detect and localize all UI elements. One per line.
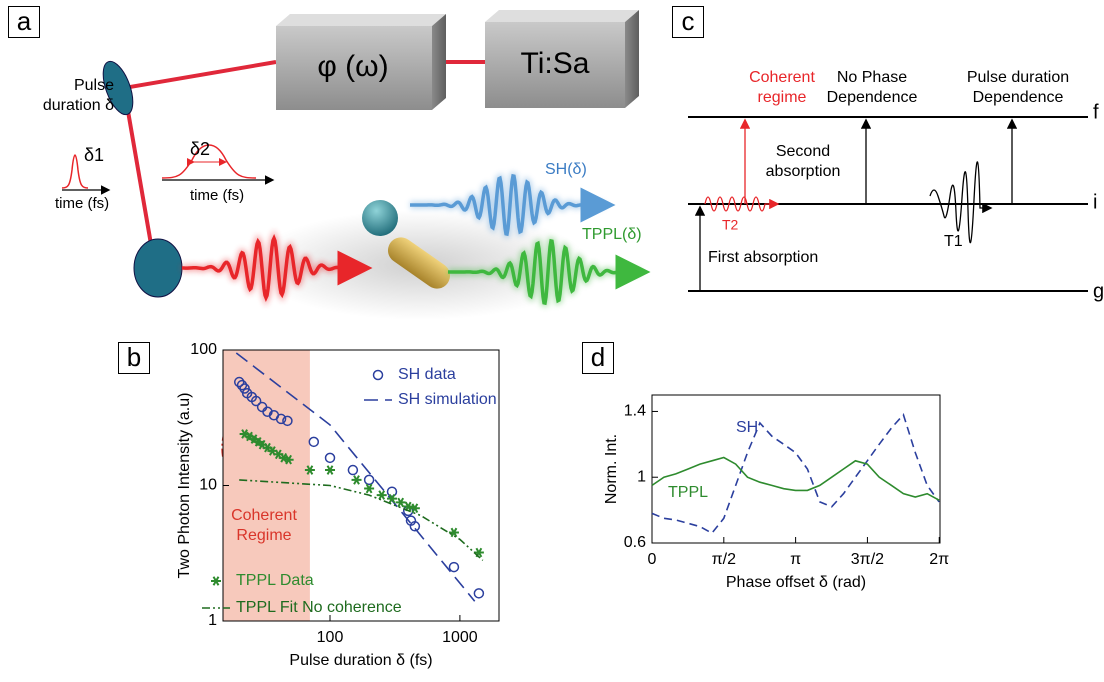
x-tick-label: 100 bbox=[317, 629, 344, 646]
x-axis-label: Pulse duration δ (fs) bbox=[289, 652, 432, 669]
legend-label: TPPL Data bbox=[236, 572, 314, 589]
panel-label: d bbox=[582, 342, 614, 374]
box-label: φ (ω) bbox=[317, 50, 388, 83]
x-tick-label: π/2 bbox=[712, 551, 736, 568]
legend-marker bbox=[211, 577, 221, 586]
relaxation-wave bbox=[930, 162, 990, 243]
legend-marker bbox=[374, 371, 383, 380]
data-point bbox=[348, 466, 357, 475]
regime-label: Coherent regime bbox=[742, 68, 822, 108]
legend-label: SH simulation bbox=[398, 391, 497, 408]
data-point bbox=[449, 528, 459, 537]
panel-label: a bbox=[8, 6, 40, 38]
plot-frame bbox=[652, 395, 940, 543]
box-side bbox=[432, 14, 446, 110]
time-label: T2 bbox=[722, 217, 739, 233]
y-axis-label: Two Photon Intensity (a.u) bbox=[176, 393, 193, 579]
x-tick-label: 2π bbox=[929, 551, 949, 568]
x-tick-label: 0 bbox=[648, 551, 657, 568]
figure-canvas: 1001000110100Pulse duration δ (fs)Two Ph… bbox=[0, 0, 1104, 682]
data-point bbox=[377, 491, 387, 500]
level-label: g bbox=[1093, 280, 1104, 302]
data-point bbox=[410, 504, 420, 513]
regime-label: Pulse duration Dependence bbox=[948, 68, 1088, 108]
axis-label: time (fs) bbox=[190, 187, 244, 204]
data-point bbox=[449, 563, 458, 572]
axis-label: time (fs) bbox=[55, 195, 109, 212]
data-point bbox=[474, 589, 483, 598]
panel-label: c bbox=[672, 6, 704, 38]
data-point bbox=[326, 453, 335, 462]
regime-label: No Phase Dependence bbox=[812, 68, 932, 108]
data-point bbox=[325, 466, 335, 475]
level-label: f bbox=[1093, 101, 1099, 123]
annotation: Coherent Regime bbox=[224, 506, 304, 546]
transition-label: First absorption bbox=[708, 249, 818, 266]
box-top bbox=[485, 10, 639, 22]
data-point bbox=[365, 475, 374, 484]
legend-label: TPPL Fit No coherence bbox=[236, 599, 402, 616]
y-tick-label: 1.4 bbox=[624, 403, 646, 420]
box-side bbox=[625, 10, 639, 108]
box-top bbox=[276, 14, 446, 26]
output-label: TPPL(δ) bbox=[582, 226, 642, 243]
y-tick-label: 1 bbox=[637, 468, 646, 485]
y-axis-label: Norm. Int. bbox=[603, 434, 620, 504]
data-point bbox=[364, 484, 374, 493]
series-line bbox=[652, 415, 939, 533]
time-label: T1 bbox=[944, 233, 963, 250]
nanosphere bbox=[362, 200, 398, 236]
beam bbox=[124, 62, 276, 88]
figure: 1001000110100Pulse duration δ (fs)Two Ph… bbox=[0, 0, 1104, 682]
x-tick-label: 1000 bbox=[442, 629, 478, 646]
box-label: Ti:Sa bbox=[521, 47, 590, 80]
y-tick-label: 0.6 bbox=[624, 534, 646, 551]
pulse-width-label: δ2 bbox=[190, 139, 210, 159]
panel-label: b bbox=[118, 342, 150, 374]
y-tick-label: 1 bbox=[208, 612, 217, 629]
pulse-width-label: δ1 bbox=[84, 145, 104, 165]
legend-label: SH data bbox=[398, 366, 456, 383]
data-point bbox=[309, 437, 318, 446]
data-point bbox=[352, 476, 362, 485]
x-tick-label: π bbox=[790, 551, 801, 568]
mirror bbox=[134, 239, 182, 297]
mirror-label: Pulse duration δ bbox=[14, 76, 114, 116]
series-label: SH bbox=[736, 419, 758, 436]
transition-label: Second absorption bbox=[748, 142, 858, 182]
x-axis-label: Phase offset δ (rad) bbox=[726, 574, 866, 591]
y-tick-label: 10 bbox=[199, 477, 217, 494]
series-label: TPPL bbox=[668, 484, 708, 501]
y-tick-label: 100 bbox=[190, 341, 217, 358]
chart: 0 π/2 π 3π/2 2π 0.6 1 1.4 Phase offset δ (rad) No… bbox=[603, 395, 949, 591]
x-tick-label: 3π/2 bbox=[851, 551, 884, 568]
level-label: i bbox=[1093, 191, 1097, 213]
output-label: SH(δ) bbox=[545, 161, 587, 178]
data-point bbox=[396, 498, 406, 507]
